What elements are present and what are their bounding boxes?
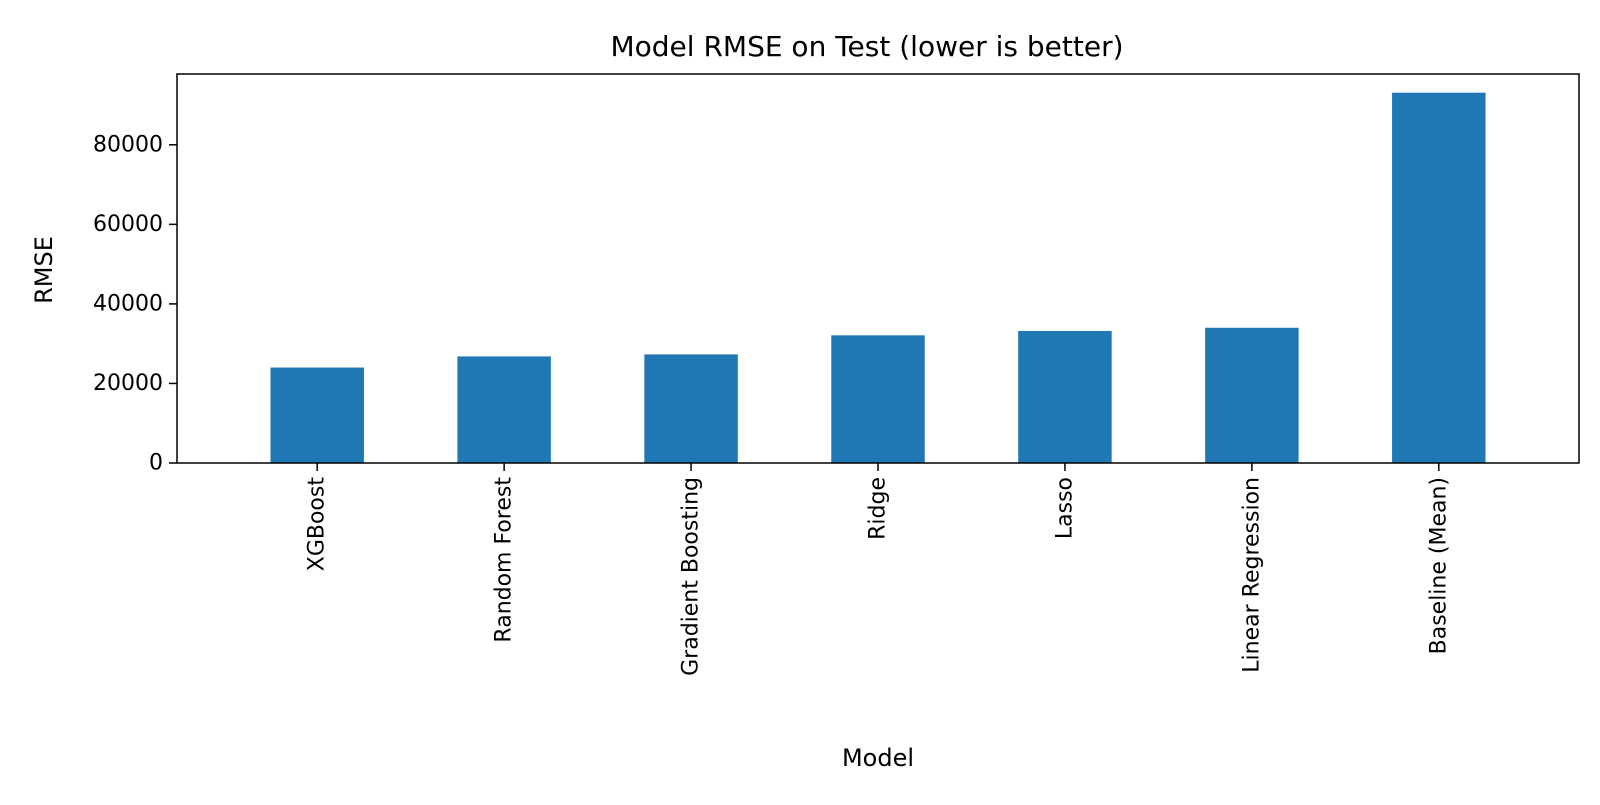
- bar-random-forest: [457, 356, 551, 463]
- y-axis-label: RMSE: [30, 236, 58, 304]
- bar-baseline-mean: [1392, 92, 1486, 463]
- x-axis-label: Model: [842, 744, 914, 772]
- x-tick-label: Linear Regression: [1239, 477, 1264, 673]
- y-tick-label: 20000: [93, 371, 163, 396]
- y-tick-label: 0: [149, 451, 163, 476]
- bar-lasso: [1018, 330, 1112, 463]
- x-tick-label: XGBoost: [305, 477, 330, 572]
- y-tick-label: 80000: [93, 132, 163, 157]
- y-tick-label: 60000: [93, 212, 163, 237]
- x-tick-label: Ridge: [866, 477, 891, 540]
- bar-gradient-boosting: [644, 354, 738, 463]
- x-tick-label: Baseline (Mean): [1426, 477, 1451, 654]
- x-axis: XGBoost Random Forest Gradient Boosting Rid…: [305, 463, 1451, 676]
- y-axis: 0 20000 40000 60000 80000: [93, 132, 177, 476]
- x-tick-label: Random Forest: [492, 477, 517, 643]
- x-tick-label: Lasso: [1052, 477, 1077, 539]
- chart-title: Model RMSE on Test (lower is better): [610, 30, 1123, 63]
- bar-ridge: [831, 335, 925, 463]
- bars-group: [270, 92, 1486, 463]
- x-tick-label: Gradient Boosting: [679, 477, 704, 676]
- bar-linear-regression: [1205, 327, 1299, 463]
- y-tick-label: 40000: [93, 291, 163, 316]
- bar-xgboost: [270, 367, 364, 463]
